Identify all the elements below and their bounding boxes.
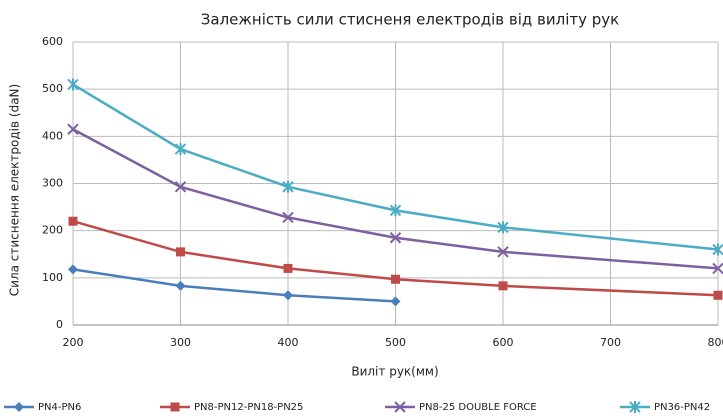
marker bbox=[67, 78, 79, 91]
x-tick-label: 700 bbox=[600, 336, 621, 349]
marker bbox=[629, 401, 641, 413]
y-tick-label: 500 bbox=[42, 82, 63, 95]
x-tick-label: 200 bbox=[63, 336, 84, 349]
marker bbox=[282, 180, 294, 193]
marker bbox=[712, 243, 723, 256]
y-tick-label: 0 bbox=[56, 318, 63, 331]
marker bbox=[68, 264, 78, 275]
x-tick-label: 300 bbox=[170, 336, 191, 349]
marker bbox=[283, 263, 293, 273]
marker bbox=[390, 296, 401, 307]
marker bbox=[391, 274, 400, 284]
marker bbox=[394, 401, 406, 413]
x-tick-label: 500 bbox=[385, 336, 406, 349]
marker bbox=[389, 232, 402, 244]
legend-label: PN8-25 DOUBLE FORCE bbox=[419, 402, 537, 413]
series-line bbox=[72, 268, 396, 303]
y-tick-label: 600 bbox=[42, 35, 63, 48]
marker bbox=[176, 247, 185, 257]
marker bbox=[175, 280, 186, 291]
marker bbox=[14, 402, 24, 412]
y-tick-label: 100 bbox=[42, 271, 63, 284]
marker bbox=[498, 281, 508, 291]
marker bbox=[174, 181, 187, 193]
y-axis-label: Сила стиснення електродів (daN) bbox=[8, 84, 22, 296]
legend-label: PN36-PN42 bbox=[654, 402, 710, 413]
x-tick-label: 400 bbox=[278, 336, 299, 349]
legend-label: PN4-PN6 bbox=[38, 402, 81, 413]
marker bbox=[174, 143, 187, 156]
x-tick-label: 600 bbox=[493, 336, 514, 349]
marker bbox=[283, 290, 293, 301]
marker bbox=[497, 221, 509, 234]
marker bbox=[713, 290, 723, 300]
marker bbox=[67, 123, 79, 135]
x-axis-label: Виліт рук(мм) bbox=[351, 365, 438, 379]
x-tick-label: 800 bbox=[708, 336, 723, 349]
series-line bbox=[72, 83, 719, 251]
y-tick-label: 300 bbox=[42, 177, 63, 190]
legend: PN4-PN6 PN8-PN12-PN18-PN25 PN8-25 DOUBLE F… bbox=[4, 401, 710, 413]
y-tick-label: 400 bbox=[42, 129, 63, 142]
marker bbox=[389, 204, 402, 217]
marker bbox=[68, 216, 78, 226]
legend-label: PN8-PN12-PN18-PN25 bbox=[194, 402, 303, 413]
marker bbox=[712, 262, 723, 275]
marker bbox=[170, 402, 180, 412]
series-line bbox=[72, 128, 719, 270]
series-line bbox=[72, 220, 719, 297]
marker bbox=[497, 246, 509, 258]
y-tick-label: 200 bbox=[42, 224, 63, 237]
chart-title: Залежність сили стисненя електродів від … bbox=[201, 11, 619, 29]
marker bbox=[282, 211, 294, 224]
